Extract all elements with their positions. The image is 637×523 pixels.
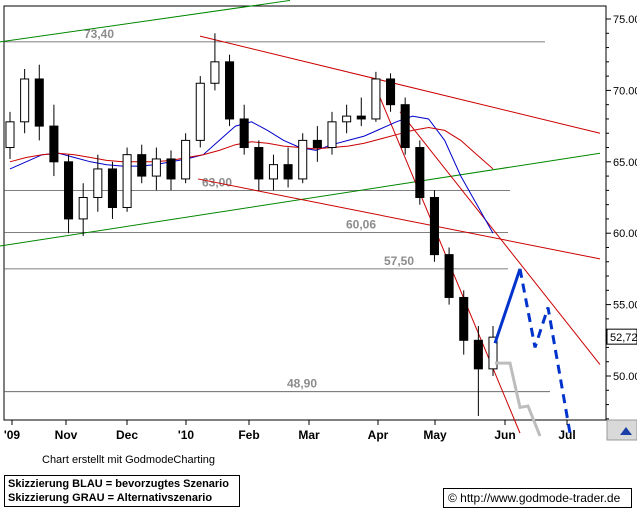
candle-body [181,139,191,180]
candle-body [327,121,337,149]
x-axis: '09 Nov Dec '10 Feb Mar Apr May Jun Jul [4,420,576,442]
arrow-icon [620,427,632,435]
trendline [197,178,601,260]
candle-body [34,78,44,127]
candle-body [64,161,74,220]
candle-body [459,296,469,341]
legend-grey: Skizzierung GRAU = Alternativszenario [8,492,213,504]
candlesticks [5,33,498,416]
y-tick-label: 65.00 [613,157,637,169]
chart-credit: Chart erstellt mit GodmodeCharting [42,454,216,466]
scroll-button[interactable] [606,419,637,441]
x-tick-label: Apr [368,428,389,442]
candle-body [400,104,410,149]
moving-average-line [9,115,494,234]
y-tick-label: 75.00 [613,14,637,26]
candle-body [488,336,498,370]
x-tick-label: Mar [298,428,320,442]
candle-body [429,197,439,256]
source-link[interactable]: © http://www.godmode-trader.de [443,488,632,508]
candle-body [312,139,322,149]
y-tick-label: 55.00 [613,300,637,312]
candle-body [93,168,103,199]
scenario-legend: Skizzierung BLAU = bevorzugtes Szenario … [4,475,240,507]
level-label: 48,90 [287,377,317,391]
moving-averages [9,115,494,234]
candle-body [137,154,147,177]
trendline [399,111,601,365]
last-price-label: 52,72 [610,332,637,344]
candle-body [151,158,161,177]
x-tick-label: Jun [494,428,515,442]
y-tick-label: 50.00 [613,371,637,383]
scenario-blue-dashed [518,268,572,434]
x-tick-label: May [423,428,447,442]
candle-body [254,147,264,180]
x-tick-label: Dec [116,428,138,442]
x-tick-label: Nov [55,428,78,442]
legend-blue: Skizzierung BLAU = bevorzugtes Szenario [8,478,229,490]
x-tick-label: '10 [178,428,195,442]
candle-body [210,61,220,84]
candle-body [444,254,454,298]
moving-average-line [9,126,494,170]
trendline [199,35,601,134]
candle-body [356,115,366,120]
y-tick-label: 70.00 [613,85,637,97]
candle-body [122,154,132,208]
candle-body [195,82,205,141]
candle-body [371,78,381,120]
candle-body [78,197,88,220]
y-tick-label: 60.00 [613,228,637,240]
candle-body [283,164,293,180]
last-price-badge: 52,72 [606,328,637,345]
candle-body [298,139,308,180]
trendline [0,0,291,43]
level-label: 57,50 [384,254,414,268]
candle-body [5,121,15,149]
y-axis: 50.00 55.00 60.00 65.00 70.00 75.00 [606,14,637,420]
x-tick-label: '09 [4,428,21,442]
scenarios [493,268,572,437]
candle-body [268,164,278,180]
plot-area [3,5,607,421]
x-tick-label: Feb [238,428,259,442]
candle-body [107,168,117,208]
candle-body [166,158,176,180]
candle-body [239,118,249,149]
scenario-blue-solid [493,268,522,344]
candle-body [49,125,59,163]
level-label: 60,06 [346,217,376,231]
level-label: 73,40 [84,27,114,41]
scenario-grey-line [495,361,542,437]
candle-body [386,78,396,106]
x-tick-label: Jul [558,428,575,442]
candle-body [20,78,30,123]
candle-body [473,339,483,370]
candle-body [225,61,235,120]
candle-body [342,115,352,123]
candle-body [415,147,425,199]
